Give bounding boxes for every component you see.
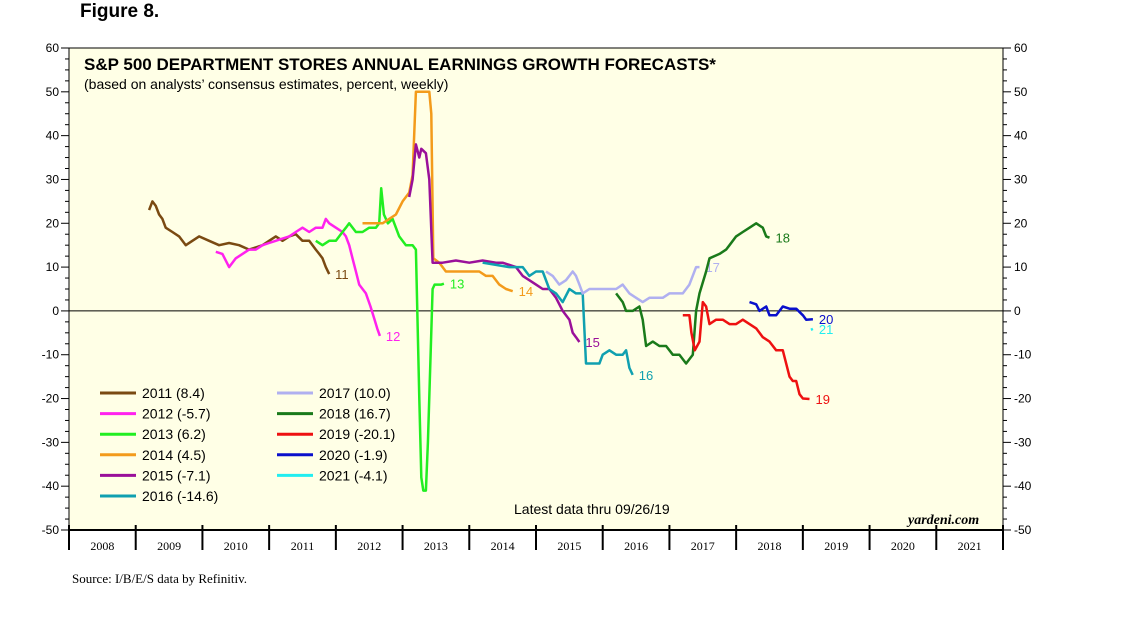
legend-label-2014: 2014 (4.5) <box>142 447 206 463</box>
y-tick-label-left: -20 <box>42 392 60 406</box>
series-end-label-2014: 14 <box>519 284 533 299</box>
legend-label-2021: 2021 (-4.1) <box>319 467 387 483</box>
y-tick-label-right: -20 <box>1014 392 1032 406</box>
y-tick-label-right: 10 <box>1014 260 1028 274</box>
y-tick-label-right: 0 <box>1014 304 1021 318</box>
x-tick-label: 2009 <box>157 539 181 553</box>
chart-title: S&P 500 DEPARTMENT STORES ANNUAL EARNING… <box>84 55 716 74</box>
y-tick-label-left: 30 <box>46 172 60 186</box>
latest-data-note: Latest data thru 09/26/19 <box>514 501 670 517</box>
x-tick-label: 2015 <box>557 539 581 553</box>
x-tick-label: 2017 <box>691 539 715 553</box>
x-tick-label: 2021 <box>958 539 982 553</box>
y-tick-label-right: 40 <box>1014 129 1028 143</box>
plot-area <box>68 47 1004 531</box>
series-end-label-2013: 13 <box>450 277 464 292</box>
y-tick-label-left: 50 <box>46 85 60 99</box>
legend: 2011 (8.4) 2012 (-5.7) 2013 (6.2) 2014 (4.5… <box>100 385 395 504</box>
chart-subtitle: (based on analysts’ consensus estimates,… <box>84 76 448 92</box>
series-line-2017 <box>545 265 700 304</box>
series-line-2013 <box>315 186 445 492</box>
legend-label-2020: 2020 (-1.9) <box>319 447 387 463</box>
x-tick-label: 2014 <box>491 539 515 553</box>
series-line-2018 <box>615 222 770 365</box>
y-tick-label-left: 40 <box>46 129 60 143</box>
x-axis: 2008 2009 2010 2011 2012 2013 2014 2015 2016 2017… <box>68 525 1004 553</box>
brand-watermark: yardeni.com <box>906 513 979 528</box>
y-tick-label-right: -40 <box>1014 479 1032 493</box>
series-end-label-2012: 12 <box>386 329 400 344</box>
figure-label: Figure 8. <box>80 1 160 22</box>
x-tick-label: 2020 <box>891 539 915 553</box>
series-line-2014 <box>362 90 514 293</box>
series-line-2020 <box>749 300 813 321</box>
series-end-label-2019: 19 <box>816 392 830 407</box>
legend-label-2018: 2018 (16.7) <box>319 406 391 422</box>
legend-label-2015: 2015 (-7.1) <box>142 467 210 483</box>
y-tick-label-right: 60 <box>1014 41 1028 55</box>
series-line-2019 <box>682 300 810 401</box>
legend-label-2016: 2016 (-14.6) <box>142 488 218 504</box>
y-axis: 60 60 50 50 40 40 30 30 20 20 10 10 0 0 -10 -10 -20 -20 -3… <box>42 41 1032 537</box>
legend-label-2011: 2011 (8.4) <box>142 385 205 401</box>
y-tick-label-right: -30 <box>1014 435 1032 449</box>
source-note: Source: I/B/E/S data by Refinitiv. <box>72 571 247 586</box>
series-line-2016 <box>482 261 634 376</box>
legend-label-2017: 2017 (10.0) <box>319 385 391 401</box>
series-line-2015 <box>407 143 581 343</box>
series-end-label-2011: 11 <box>335 267 349 282</box>
series-end-label-2016: 16 <box>639 368 653 383</box>
series-line-2021 <box>810 327 814 331</box>
legend-label-2019: 2019 (-20.1) <box>319 426 395 442</box>
x-tick-label: 2010 <box>224 539 248 553</box>
y-tick-label-left: -10 <box>42 348 60 362</box>
series-end-label-2020: 20 <box>819 312 833 327</box>
x-tick-label: 2019 <box>824 539 848 553</box>
series-line-2012 <box>215 217 382 337</box>
y-tick-label-left: 0 <box>52 304 59 318</box>
x-tick-label: 2013 <box>424 539 448 553</box>
series-line-2011 <box>147 200 331 275</box>
x-tick-label: 2008 <box>90 539 114 553</box>
x-tick-label: 2016 <box>624 539 648 553</box>
legend-label-2013: 2013 (6.2) <box>142 426 206 442</box>
x-tick-label: 2011 <box>291 539 315 553</box>
y-tick-label-left: 60 <box>46 41 60 55</box>
y-tick-label-right: -50 <box>1014 523 1032 537</box>
y-tick-label-right: 20 <box>1014 216 1028 230</box>
y-tick-label-left: -30 <box>42 435 60 449</box>
y-tick-label-right: 50 <box>1014 85 1028 99</box>
y-tick-label-left: -40 <box>42 479 60 493</box>
legend-label-2012: 2012 (-5.7) <box>142 406 210 422</box>
y-tick-label-right: -10 <box>1014 348 1032 362</box>
x-tick-label: 2012 <box>357 539 381 553</box>
series-end-label-2018: 18 <box>776 231 790 246</box>
series-end-label-2015: 15 <box>585 335 599 350</box>
series-end-label-2021: 21 <box>819 322 833 337</box>
x-tick-label: 2018 <box>758 539 782 553</box>
y-tick-label-left: -50 <box>42 523 60 537</box>
y-tick-label-right: 30 <box>1014 172 1028 186</box>
y-tick-label-left: 10 <box>46 260 60 274</box>
y-tick-label-left: 20 <box>46 216 60 230</box>
